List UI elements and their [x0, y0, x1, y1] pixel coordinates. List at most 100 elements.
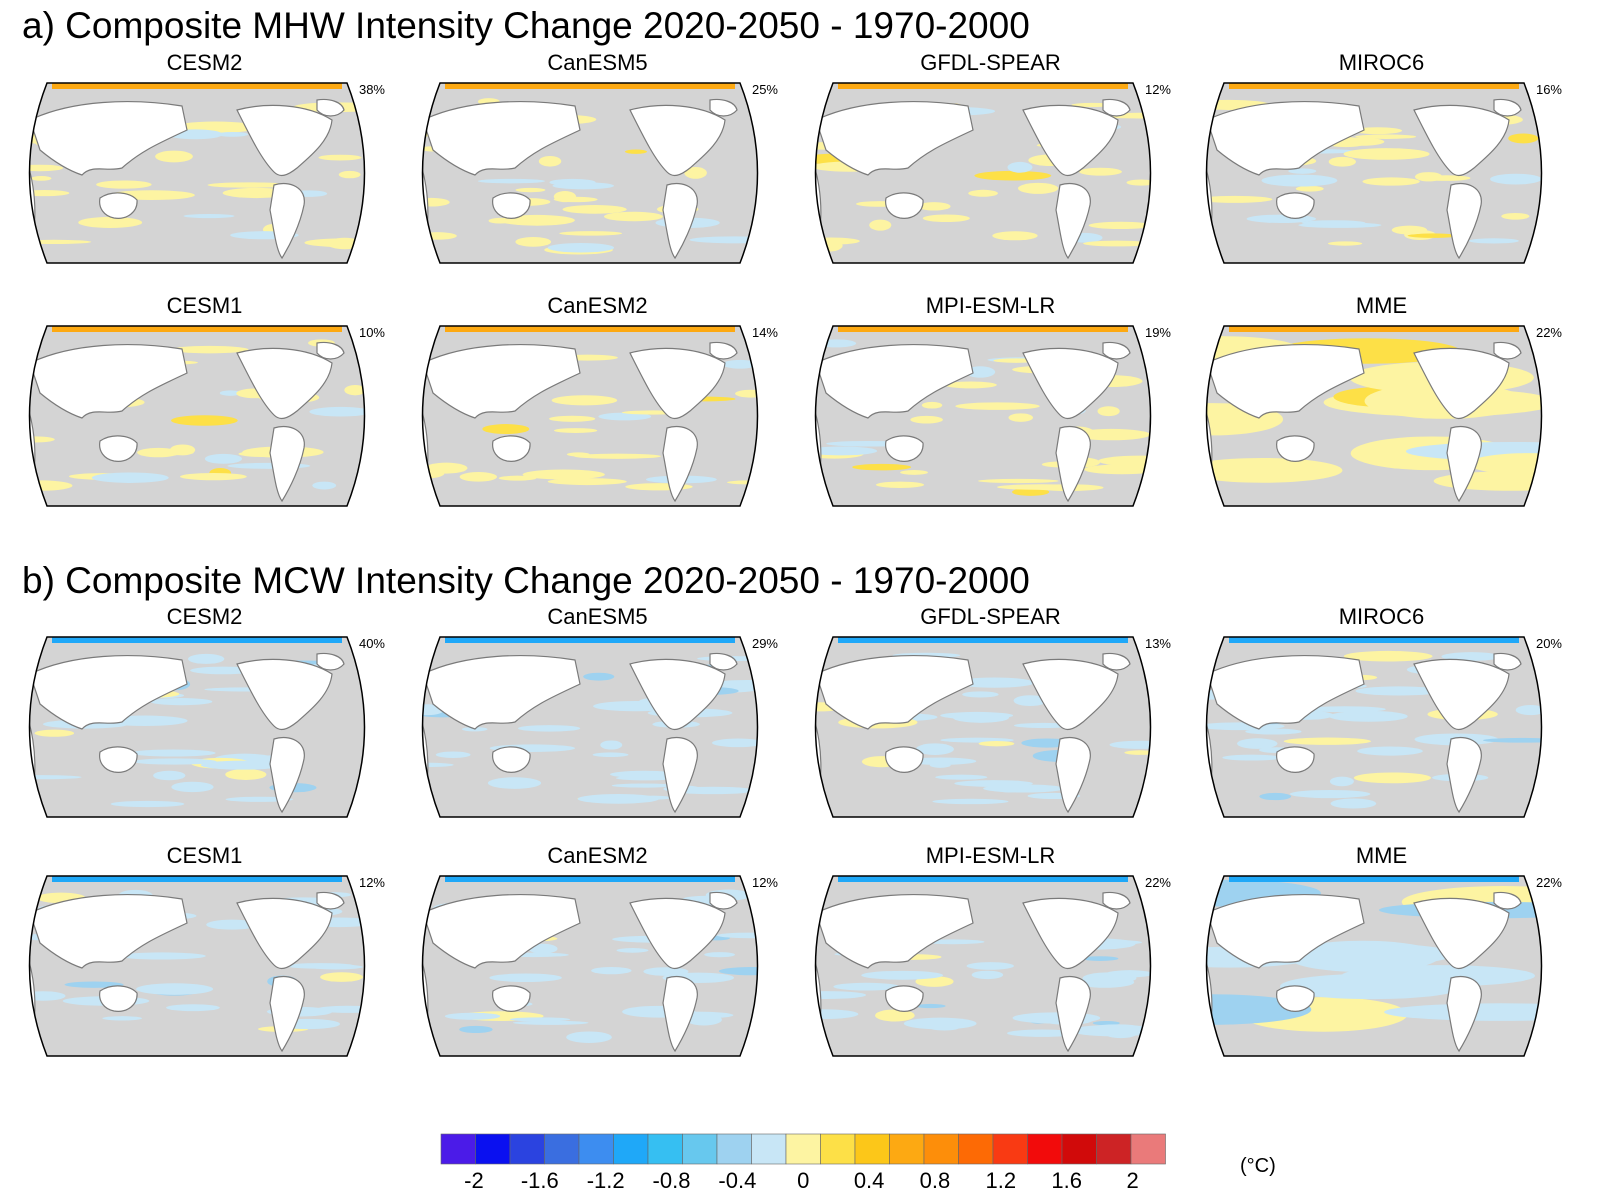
world-map	[814, 325, 1152, 507]
landmass	[99, 985, 138, 1012]
landmass	[316, 341, 345, 360]
map-border	[421, 325, 759, 507]
anomaly-patch	[577, 794, 659, 804]
anomaly-patch	[219, 390, 242, 396]
landmass	[1446, 426, 1482, 503]
anomaly-patch	[31, 176, 52, 181]
map-panel: CanESM5 29%	[405, 604, 790, 824]
landmass	[1022, 347, 1119, 420]
anomaly-patch	[286, 963, 356, 969]
anomaly-patch	[1206, 457, 1343, 483]
landmass	[1276, 746, 1315, 773]
anomaly-patch	[1097, 406, 1120, 417]
anomaly-patch	[971, 970, 1004, 980]
anomaly-patch	[903, 1017, 977, 1030]
anomaly-patch	[29, 239, 92, 245]
anomaly-patch	[1079, 167, 1122, 176]
world-map	[814, 82, 1152, 264]
anomaly-patch	[515, 237, 552, 247]
anomaly-patch	[171, 415, 238, 426]
anomaly-patch	[974, 170, 1052, 181]
landmass	[492, 192, 531, 219]
anomaly-patch	[574, 453, 661, 459]
anomaly-patch	[722, 359, 758, 369]
landmass	[99, 435, 138, 462]
panel-model-title: MIROC6	[1338, 50, 1425, 75]
world-map	[28, 82, 366, 264]
landmass	[435, 265, 745, 268]
anomaly-patch	[1279, 973, 1464, 1000]
landmass	[42, 508, 352, 511]
anomaly-patch	[200, 760, 284, 770]
colorbar-unit: (°C)	[1240, 1155, 1276, 1177]
anomaly-patch	[180, 472, 247, 481]
anomaly-patch	[96, 180, 152, 189]
anomaly-patch	[921, 401, 943, 409]
landmass	[435, 819, 745, 822]
colorbar-swatch	[1027, 1133, 1063, 1165]
map-border	[28, 82, 366, 264]
anomaly-patch	[1289, 789, 1371, 799]
anomaly-patch	[528, 943, 558, 954]
anomaly-patch	[1083, 240, 1151, 247]
landmass	[1276, 192, 1315, 219]
anomaly-patch	[170, 345, 249, 354]
panel-model-title: MPI-ESM-LR	[925, 843, 1056, 868]
anomaly-patch	[1288, 168, 1317, 174]
anomaly-patch	[815, 339, 857, 348]
anomaly-patch	[1109, 740, 1151, 749]
anomaly-patch	[538, 155, 562, 167]
panel-percent: 12%	[1144, 82, 1171, 97]
landmass	[709, 891, 738, 910]
landmass	[492, 985, 531, 1012]
anomaly-patch	[130, 749, 216, 757]
map-panel: CanESM2 14%	[405, 293, 790, 513]
colorbar	[440, 1133, 1166, 1165]
panel-model-title: CanESM5	[547, 50, 648, 75]
anomaly-patch	[1508, 133, 1539, 144]
landmass	[435, 1058, 745, 1061]
map-border	[1205, 82, 1543, 264]
anomaly-patch	[344, 385, 365, 396]
panel-percent: 12%	[358, 875, 385, 890]
landmass	[1022, 897, 1119, 970]
colorbar-swatch	[682, 1133, 718, 1165]
anomaly-patch	[309, 406, 365, 417]
panel-percent: 22%	[1535, 325, 1562, 340]
anomaly-patch	[670, 786, 756, 795]
arctic-anomaly	[52, 637, 342, 643]
anomaly-patch	[978, 478, 1059, 484]
colorbar-swatch	[854, 1133, 890, 1165]
colorbar-swatch	[820, 1133, 856, 1165]
landmass	[269, 976, 305, 1053]
section-b-title: b) Composite MCW Intensity Change 2020-2…	[22, 560, 1030, 601]
arctic-anomaly	[52, 326, 342, 332]
anomaly-patch	[1343, 148, 1430, 160]
landmass	[885, 985, 924, 1012]
landmass	[1102, 341, 1131, 360]
anomaly-patch	[1098, 455, 1151, 467]
panel-percent: 38%	[358, 82, 385, 97]
landmass	[422, 101, 581, 176]
colorbar-swatch	[1061, 1133, 1097, 1165]
anomaly-patch	[225, 769, 267, 780]
anomaly-patch	[64, 981, 124, 988]
colorbar-tick-label: -2	[464, 1168, 484, 1193]
landmass	[709, 98, 738, 117]
anomaly-patch	[566, 1031, 612, 1043]
panel-percent: 20%	[1535, 636, 1562, 651]
anomaly-patch	[459, 472, 498, 482]
anomaly-patch	[717, 932, 758, 939]
landmass	[1102, 652, 1131, 671]
anomaly-patch	[592, 752, 629, 758]
anomaly-patch	[1362, 177, 1420, 186]
world-map	[814, 636, 1152, 818]
world-map	[421, 82, 759, 268]
landmass	[1055, 183, 1091, 260]
map-border	[421, 82, 759, 264]
anomaly-patch	[326, 237, 363, 250]
anomaly-patch	[955, 402, 1040, 410]
arctic-anomaly	[445, 637, 735, 643]
landmass	[1413, 658, 1510, 731]
anomaly-patch	[1304, 706, 1386, 713]
